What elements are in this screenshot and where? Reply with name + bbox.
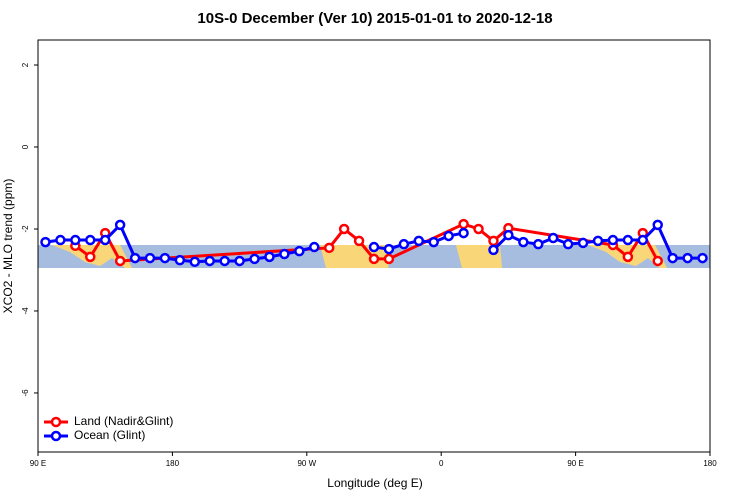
point: [294, 245, 305, 257]
point: [85, 251, 96, 263]
point: [488, 244, 499, 256]
point: [309, 241, 320, 253]
point: [159, 252, 171, 264]
y-tick-label: 0: [21, 144, 30, 149]
point: [353, 235, 365, 247]
y-axis-label: XCO2 - MLO trend (ppm): [1, 179, 15, 314]
point: [368, 253, 380, 265]
point: [637, 234, 649, 246]
point: [144, 252, 156, 264]
point: [204, 255, 215, 267]
point: [264, 251, 275, 263]
point: [99, 234, 111, 246]
point: [458, 218, 469, 230]
point: [338, 223, 350, 235]
point: [473, 223, 484, 235]
point: [40, 236, 51, 248]
point: [503, 229, 514, 241]
point: [114, 255, 126, 267]
y-tick-label: 2: [21, 62, 30, 67]
legend-label: Land (Nadir&Glint): [74, 414, 173, 428]
point: [458, 227, 469, 239]
point: [622, 251, 634, 263]
point: [55, 234, 66, 246]
point: [518, 236, 529, 248]
x-tick-label: 0: [439, 459, 444, 468]
legend-label: Ocean (Glint): [74, 428, 145, 442]
point: [129, 252, 141, 264]
point: [652, 255, 663, 267]
point: [279, 248, 290, 260]
point: [697, 252, 708, 264]
x-axis-label: Longitude (deg E): [327, 476, 422, 490]
point: [428, 236, 439, 248]
point: [114, 219, 126, 231]
point: [219, 255, 230, 267]
legend-marker: [50, 416, 62, 428]
y-tick-label: -2: [21, 225, 30, 233]
plot-frame: [37, 39, 711, 453]
x-tick-label: 180: [166, 459, 180, 468]
point: [234, 255, 245, 267]
point: [70, 234, 81, 246]
point: [592, 235, 604, 247]
point: [607, 234, 619, 246]
point: [547, 232, 559, 244]
point: [174, 254, 186, 266]
point: [488, 235, 499, 247]
point: [249, 253, 260, 265]
point: [562, 238, 574, 250]
point: [383, 253, 395, 265]
x-tick-label: 180: [703, 459, 717, 468]
point: [398, 238, 410, 250]
point: [413, 235, 425, 247]
x-tick-label: 90 E: [567, 459, 583, 468]
point: [577, 237, 589, 249]
point: [667, 252, 678, 264]
point: [368, 241, 380, 253]
y-tick-label: -6: [21, 389, 30, 397]
point: [533, 238, 544, 250]
legend-marker: [50, 430, 62, 442]
point: [189, 256, 201, 268]
y-tick-label: -4: [21, 307, 30, 315]
point: [383, 243, 395, 255]
point: [622, 234, 634, 246]
x-tick-label: 90 E: [30, 459, 46, 468]
chart-title: 10S-0 December (Ver 10) 2015-01-01 to 20…: [197, 10, 552, 27]
point: [323, 242, 335, 254]
point: [682, 252, 693, 264]
point: [443, 230, 454, 242]
point: [652, 219, 663, 231]
point: [85, 234, 96, 246]
x-tick-label: 90 W: [297, 459, 316, 468]
